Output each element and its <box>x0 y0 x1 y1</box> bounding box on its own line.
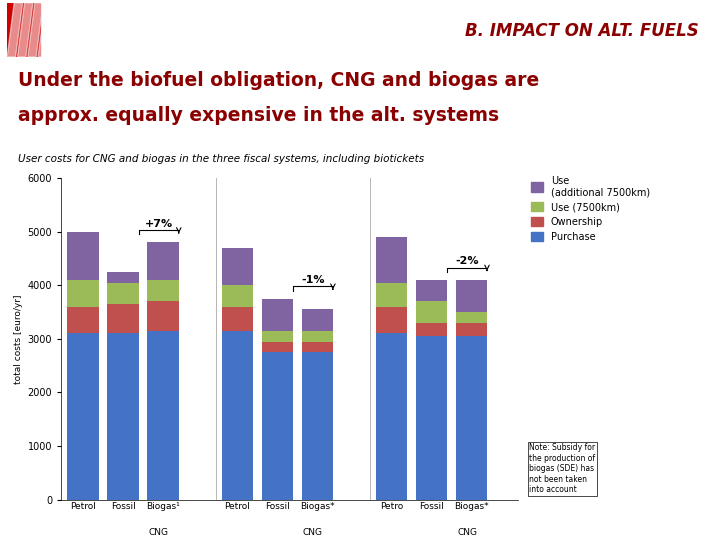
Bar <box>415 280 447 301</box>
Text: www.ecn.nl: www.ecn.nl <box>638 515 702 525</box>
Bar <box>376 282 407 307</box>
Text: Note: Subsidy for
the production of
biogas (SDE) has
not been taken
into account: Note: Subsidy for the production of biog… <box>529 443 595 494</box>
Bar <box>222 248 253 285</box>
Bar <box>456 280 487 312</box>
Bar <box>302 331 333 341</box>
Bar <box>302 341 333 352</box>
Bar <box>148 242 179 280</box>
Bar <box>415 323 447 336</box>
Bar <box>456 312 487 323</box>
Text: CNG: CNG <box>303 528 323 537</box>
Text: -2%: -2% <box>455 256 479 266</box>
Polygon shape <box>28 3 43 57</box>
Bar <box>376 334 407 500</box>
Text: +7%: +7% <box>145 219 173 228</box>
Bar <box>107 334 139 500</box>
Legend: Use
(additional 7500km), Use (7500km), Ownership, Purchase: Use (additional 7500km), Use (7500km), O… <box>528 172 654 246</box>
Text: approx. equally expensive in the alt. systems: approx. equally expensive in the alt. sy… <box>18 106 499 125</box>
Bar <box>261 352 293 500</box>
Bar <box>261 341 293 352</box>
Bar <box>261 331 293 341</box>
Bar <box>415 301 447 323</box>
Text: CNG: CNG <box>149 528 168 537</box>
Text: Energy research Centre of the Netherlands: Energy research Centre of the Netherland… <box>240 515 480 525</box>
Polygon shape <box>38 3 53 57</box>
Text: Under the biofuel obligation, CNG and biogas are: Under the biofuel obligation, CNG and bi… <box>18 71 539 90</box>
Polygon shape <box>48 3 64 57</box>
Bar <box>261 299 293 331</box>
Text: User costs for CNG and biogas in the three fiscal systems, including biotickets: User costs for CNG and biogas in the thr… <box>18 154 424 164</box>
Bar <box>68 307 99 334</box>
Bar <box>107 272 139 282</box>
Bar <box>148 301 179 331</box>
Bar <box>302 352 333 500</box>
Text: CNG: CNG <box>457 528 477 537</box>
Bar <box>68 280 99 307</box>
Text: 5-9-2021: 5-9-2021 <box>65 515 112 525</box>
Bar <box>415 336 447 500</box>
Bar <box>222 307 253 331</box>
Text: 27: 27 <box>18 515 34 525</box>
Bar <box>107 304 139 334</box>
Bar <box>222 285 253 307</box>
Polygon shape <box>7 3 22 57</box>
Bar <box>148 280 179 301</box>
Y-axis label: total costs [euro/yr]: total costs [euro/yr] <box>14 294 23 383</box>
Bar <box>68 334 99 500</box>
Text: B. IMPACT ON ALT. FUELS: B. IMPACT ON ALT. FUELS <box>464 22 698 40</box>
Bar <box>68 232 99 280</box>
Bar <box>302 309 333 331</box>
Bar <box>376 307 407 334</box>
Bar <box>376 237 407 282</box>
Polygon shape <box>17 3 33 57</box>
Bar <box>7 3 40 57</box>
Bar <box>456 336 487 500</box>
Bar <box>456 323 487 336</box>
Text: ECN: ECN <box>76 22 120 40</box>
Bar <box>222 331 253 500</box>
Bar <box>107 282 139 304</box>
Text: -1%: -1% <box>301 275 325 285</box>
Bar <box>148 331 179 500</box>
